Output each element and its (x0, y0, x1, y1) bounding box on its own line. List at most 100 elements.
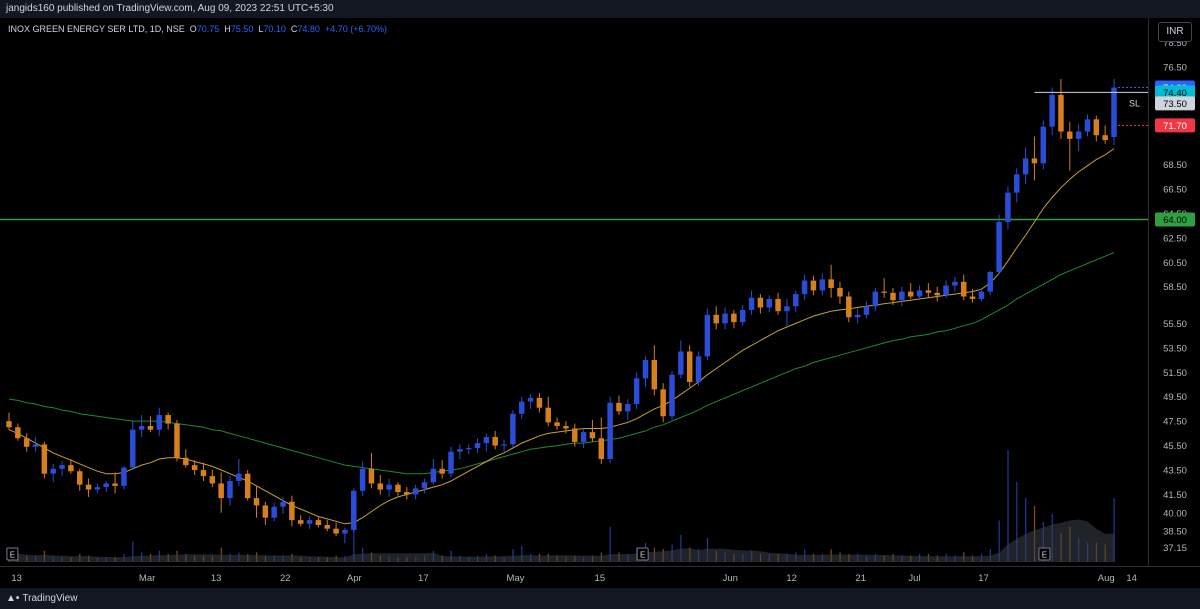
low-label: L (258, 24, 264, 34)
candle-body (695, 356, 702, 383)
candle-body (899, 291, 905, 301)
candle-body (846, 296, 852, 318)
candle-body (395, 484, 401, 493)
price-label-text: 73.50 (1163, 99, 1187, 110)
price-label-text: 74.40 (1163, 88, 1187, 99)
close-value: 74.80 (297, 24, 320, 34)
candle-body (262, 505, 269, 518)
candle-body (76, 471, 83, 485)
candle-body (271, 506, 277, 518)
price-axis-svg: 78.5076.5068.5066.5064.5062.5060.5058.50… (1155, 38, 1195, 554)
candle-body (218, 483, 224, 499)
candle-body (23, 438, 30, 447)
candle-body (978, 291, 985, 299)
candle-body (244, 473, 251, 499)
candle-body (766, 298, 772, 308)
candle-body (713, 314, 719, 324)
price-tick-label: 76.50 (1163, 62, 1187, 73)
time-tick-label: 17 (978, 573, 989, 584)
time-tick-label: Jul (908, 573, 920, 584)
candle-body (351, 490, 357, 530)
candle-body (501, 444, 507, 446)
candle-body (563, 426, 569, 429)
price-tick-label: 58.50 (1163, 282, 1187, 293)
time-axis-svg: 13 Mar 13 22 Apr 17 May 15 Jun 12 21 Jul 17 Aug 14 (11, 573, 1137, 584)
tradingview-logo-icon: ▲• (6, 593, 20, 604)
high-label: H (224, 24, 231, 34)
candle-body (68, 465, 74, 472)
open-label: O (189, 24, 197, 34)
candle-body (377, 483, 384, 490)
time-tick-label: 13 (11, 573, 22, 584)
candle-body (952, 281, 958, 286)
candle-body (510, 413, 516, 445)
candle-body (757, 297, 764, 308)
candle-body (863, 306, 870, 315)
candle-body (368, 468, 375, 484)
candle-body (722, 313, 728, 324)
time-tick-label: Aug (1098, 573, 1115, 584)
candle-body (1067, 131, 1073, 139)
candle-body (987, 272, 993, 292)
price-axis[interactable]: 78.5076.5068.5066.5064.5062.5060.5058.50… (1148, 18, 1200, 566)
candle-body (236, 473, 242, 482)
candle-body (527, 397, 534, 402)
time-tick-label: Jun (723, 573, 738, 584)
price-tick-label: 38.50 (1163, 527, 1187, 538)
candle-body (589, 432, 596, 439)
candle-body (448, 451, 454, 474)
candle-body (280, 501, 286, 507)
candle-body (209, 476, 216, 484)
volume-bar (609, 526, 611, 562)
candle-body (872, 291, 879, 307)
candle-body (810, 280, 817, 291)
earnings-marker-label: E (10, 551, 15, 560)
high-value: 75.50 (230, 24, 254, 34)
candle-body (297, 520, 304, 524)
candle-body (518, 401, 525, 414)
candle-body (227, 481, 233, 499)
candle-body (138, 426, 145, 430)
earnings-marker-icon (1038, 547, 1051, 561)
candle-body (1075, 131, 1082, 139)
candle-body (324, 525, 330, 529)
time-axis[interactable]: 13 Mar 13 22 Apr 17 May 15 Jun 12 21 Jul 17 Aug 14 (0, 566, 1200, 589)
candle-body (130, 429, 136, 468)
candle-body (474, 443, 481, 449)
candle-body (969, 296, 976, 299)
candle-body (686, 351, 693, 383)
candle-body (854, 314, 861, 318)
close-label: C (290, 24, 298, 34)
price-tick-label: 66.50 (1163, 184, 1187, 195)
candle-body (59, 465, 65, 469)
price-chart-area[interactable]: SL E E E (0, 18, 1148, 566)
price-tick-label: 78.50 (1163, 38, 1187, 49)
price-tick-label: 37.15 (1163, 543, 1187, 554)
candle-body (15, 427, 21, 439)
sma-fast-line (8, 148, 1115, 525)
candle-body (633, 378, 640, 405)
time-tick-label: Apr (347, 573, 362, 584)
time-tick-label: 17 (418, 573, 429, 584)
candle-body (801, 280, 808, 295)
time-tick-label: May (506, 573, 524, 584)
candle-body (465, 448, 472, 450)
candle-body (421, 482, 428, 489)
price-label-text: 71.70 (1163, 121, 1187, 132)
price-tick-label: 45.50 (1163, 441, 1187, 452)
publisher-text: jangids160 published on TradingView.com,… (6, 3, 334, 14)
volume-bar (1113, 498, 1115, 562)
chart-svg[interactable]: SL E E E (0, 18, 1148, 566)
currency-button[interactable]: INR (1158, 22, 1192, 42)
candle-body (457, 449, 463, 452)
price-tick-label: 47.50 (1163, 417, 1187, 428)
earnings-marker-label: E (640, 551, 645, 560)
candle-body (554, 422, 560, 427)
candle-body (960, 281, 967, 297)
candle-body (1102, 135, 1108, 141)
candle-body (306, 520, 313, 524)
candle-body (748, 297, 755, 310)
candle-body (1014, 174, 1020, 193)
candle-body (625, 404, 631, 412)
candle-body (1058, 94, 1064, 132)
